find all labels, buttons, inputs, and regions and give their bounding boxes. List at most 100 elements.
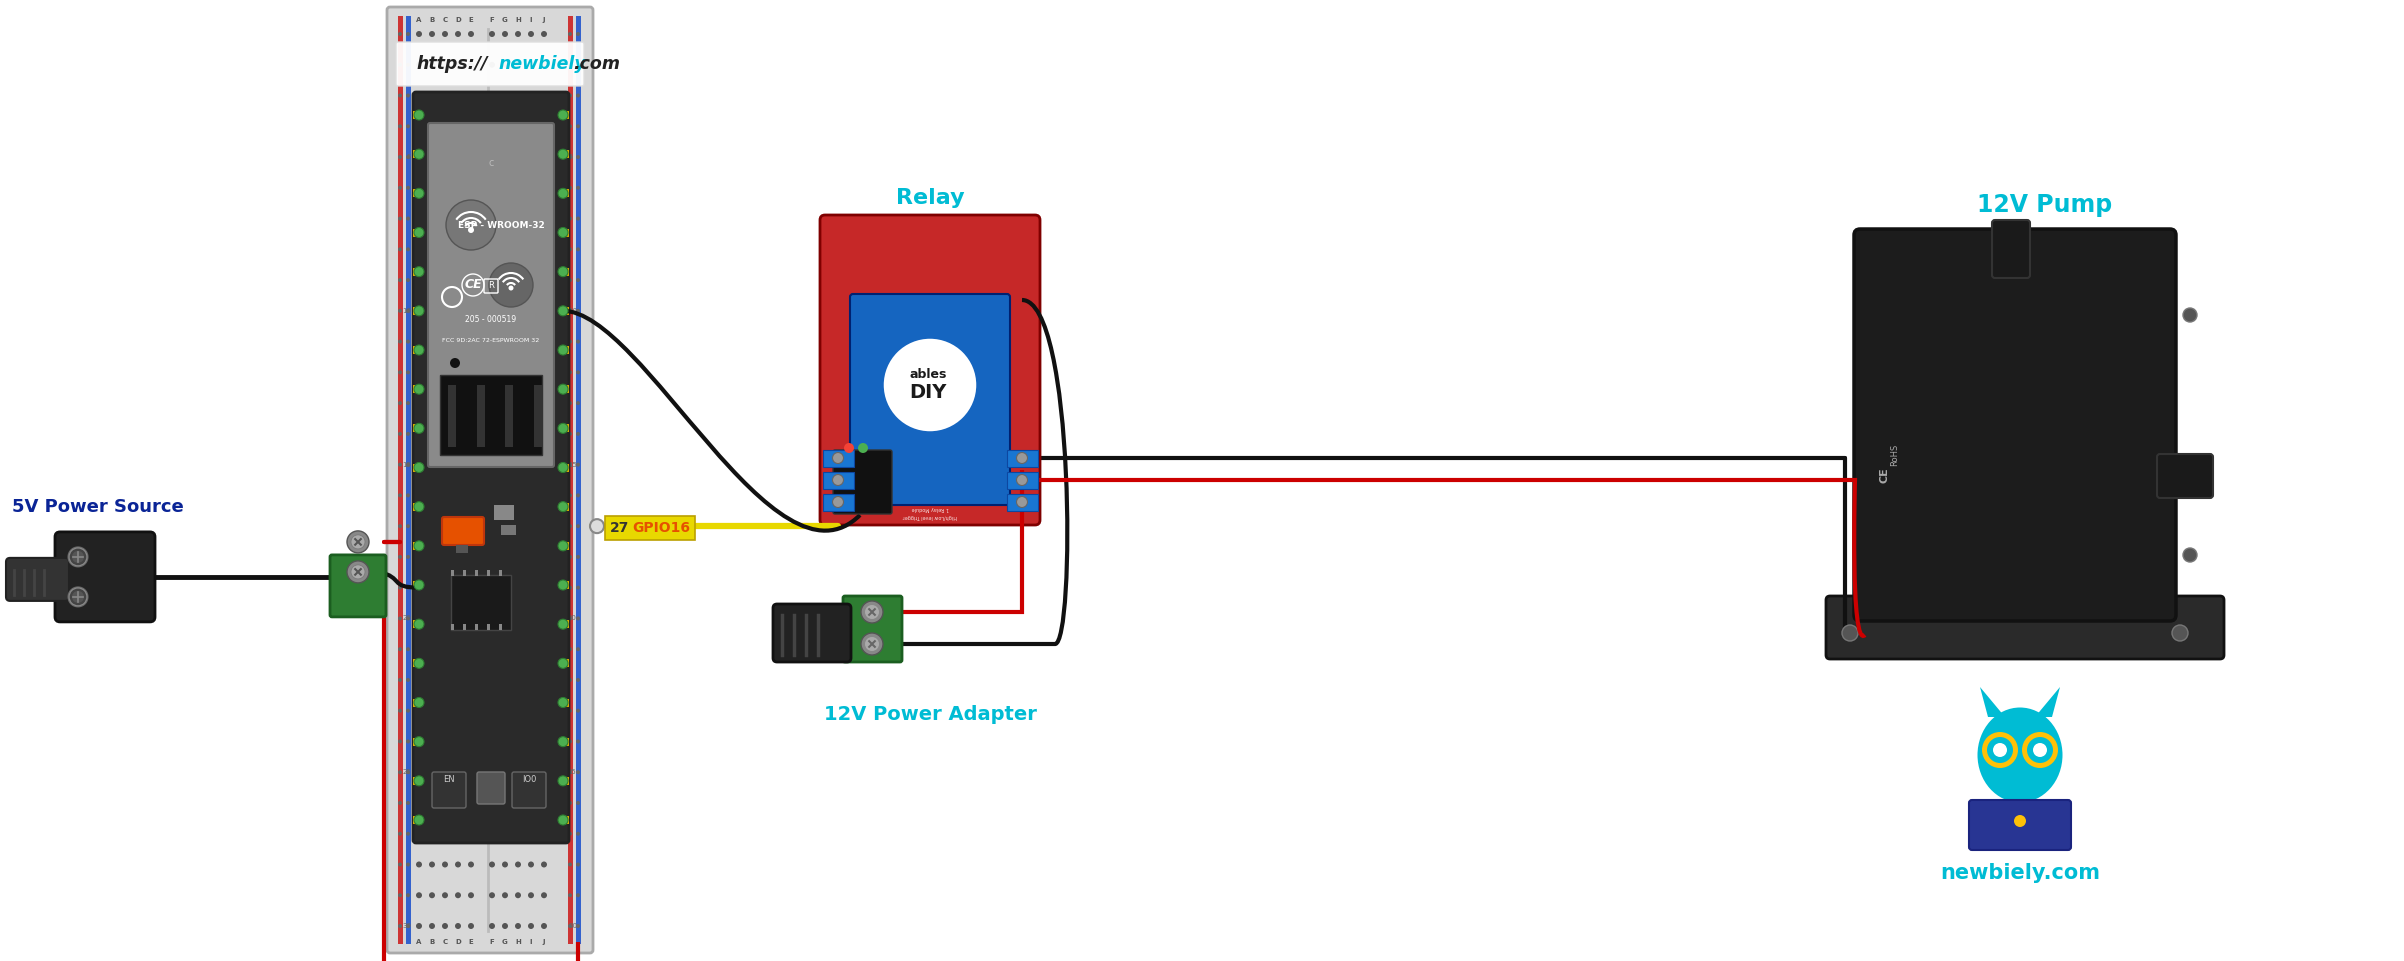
- Bar: [563, 776, 570, 785]
- Circle shape: [567, 554, 572, 559]
- Circle shape: [514, 461, 522, 468]
- Circle shape: [541, 769, 548, 776]
- Circle shape: [529, 492, 534, 499]
- Circle shape: [428, 400, 435, 407]
- Circle shape: [567, 32, 572, 36]
- Circle shape: [502, 308, 507, 314]
- Circle shape: [558, 541, 567, 551]
- Bar: [413, 620, 418, 628]
- Circle shape: [428, 277, 435, 283]
- Circle shape: [406, 616, 411, 621]
- Bar: [476, 570, 478, 576]
- Circle shape: [351, 565, 365, 579]
- Circle shape: [488, 830, 495, 837]
- Circle shape: [1988, 737, 2012, 763]
- Circle shape: [514, 892, 522, 899]
- Circle shape: [442, 523, 447, 530]
- Circle shape: [541, 246, 548, 253]
- Bar: [464, 624, 466, 630]
- Circle shape: [428, 123, 435, 130]
- Bar: [563, 229, 570, 236]
- Circle shape: [399, 678, 401, 682]
- Circle shape: [469, 615, 474, 622]
- FancyBboxPatch shape: [433, 772, 466, 808]
- Circle shape: [558, 345, 567, 355]
- Circle shape: [399, 862, 401, 867]
- Circle shape: [567, 831, 572, 836]
- Circle shape: [488, 769, 495, 776]
- Circle shape: [529, 154, 534, 160]
- Circle shape: [502, 677, 507, 683]
- Circle shape: [442, 861, 447, 868]
- Text: CE: CE: [1880, 467, 1890, 482]
- Circle shape: [416, 769, 423, 776]
- Circle shape: [428, 369, 435, 376]
- Circle shape: [442, 769, 447, 776]
- Circle shape: [488, 554, 495, 560]
- Circle shape: [541, 615, 548, 622]
- Circle shape: [529, 523, 534, 530]
- Circle shape: [567, 616, 572, 621]
- Circle shape: [428, 523, 435, 530]
- Circle shape: [406, 493, 411, 498]
- Circle shape: [514, 431, 522, 437]
- Circle shape: [514, 308, 522, 314]
- Text: B: B: [430, 17, 435, 23]
- Circle shape: [406, 524, 411, 529]
- FancyBboxPatch shape: [834, 450, 892, 514]
- Circle shape: [577, 585, 579, 590]
- Circle shape: [541, 215, 548, 222]
- Circle shape: [454, 923, 462, 929]
- Bar: [500, 525, 517, 535]
- Circle shape: [413, 384, 423, 394]
- Circle shape: [541, 185, 548, 191]
- Circle shape: [416, 830, 423, 837]
- Bar: [452, 624, 454, 630]
- Circle shape: [469, 92, 474, 99]
- Circle shape: [469, 431, 474, 437]
- Circle shape: [469, 62, 474, 68]
- Circle shape: [541, 123, 548, 130]
- Circle shape: [413, 658, 423, 668]
- Circle shape: [428, 431, 435, 437]
- Circle shape: [469, 523, 474, 530]
- Circle shape: [832, 453, 844, 463]
- Circle shape: [454, 738, 462, 745]
- Circle shape: [428, 830, 435, 837]
- Circle shape: [488, 400, 495, 407]
- Circle shape: [577, 678, 579, 682]
- Circle shape: [488, 31, 495, 37]
- Text: RoHS: RoHS: [1890, 444, 1899, 466]
- Circle shape: [454, 369, 462, 376]
- Circle shape: [442, 738, 447, 745]
- Circle shape: [399, 462, 401, 467]
- Circle shape: [416, 431, 423, 437]
- Polygon shape: [1981, 687, 2005, 717]
- Circle shape: [529, 769, 534, 776]
- Text: H: H: [514, 939, 522, 945]
- Circle shape: [488, 584, 495, 591]
- Circle shape: [442, 646, 447, 653]
- Text: 5: 5: [406, 154, 411, 160]
- Circle shape: [567, 524, 572, 529]
- Circle shape: [488, 646, 495, 653]
- Text: R: R: [488, 282, 493, 290]
- FancyBboxPatch shape: [1969, 800, 2070, 850]
- Circle shape: [406, 647, 411, 652]
- Text: 5V Power Source: 5V Power Source: [12, 498, 183, 516]
- Bar: [413, 738, 418, 746]
- Circle shape: [488, 246, 495, 253]
- Circle shape: [406, 93, 411, 97]
- Circle shape: [488, 431, 495, 437]
- Circle shape: [416, 369, 423, 376]
- Circle shape: [558, 776, 567, 786]
- Text: 15: 15: [401, 461, 411, 468]
- Circle shape: [529, 308, 534, 314]
- Circle shape: [406, 401, 411, 406]
- Circle shape: [413, 306, 423, 316]
- Circle shape: [442, 400, 447, 407]
- Circle shape: [558, 384, 567, 394]
- Circle shape: [399, 155, 401, 159]
- Circle shape: [529, 892, 534, 899]
- Circle shape: [399, 770, 401, 775]
